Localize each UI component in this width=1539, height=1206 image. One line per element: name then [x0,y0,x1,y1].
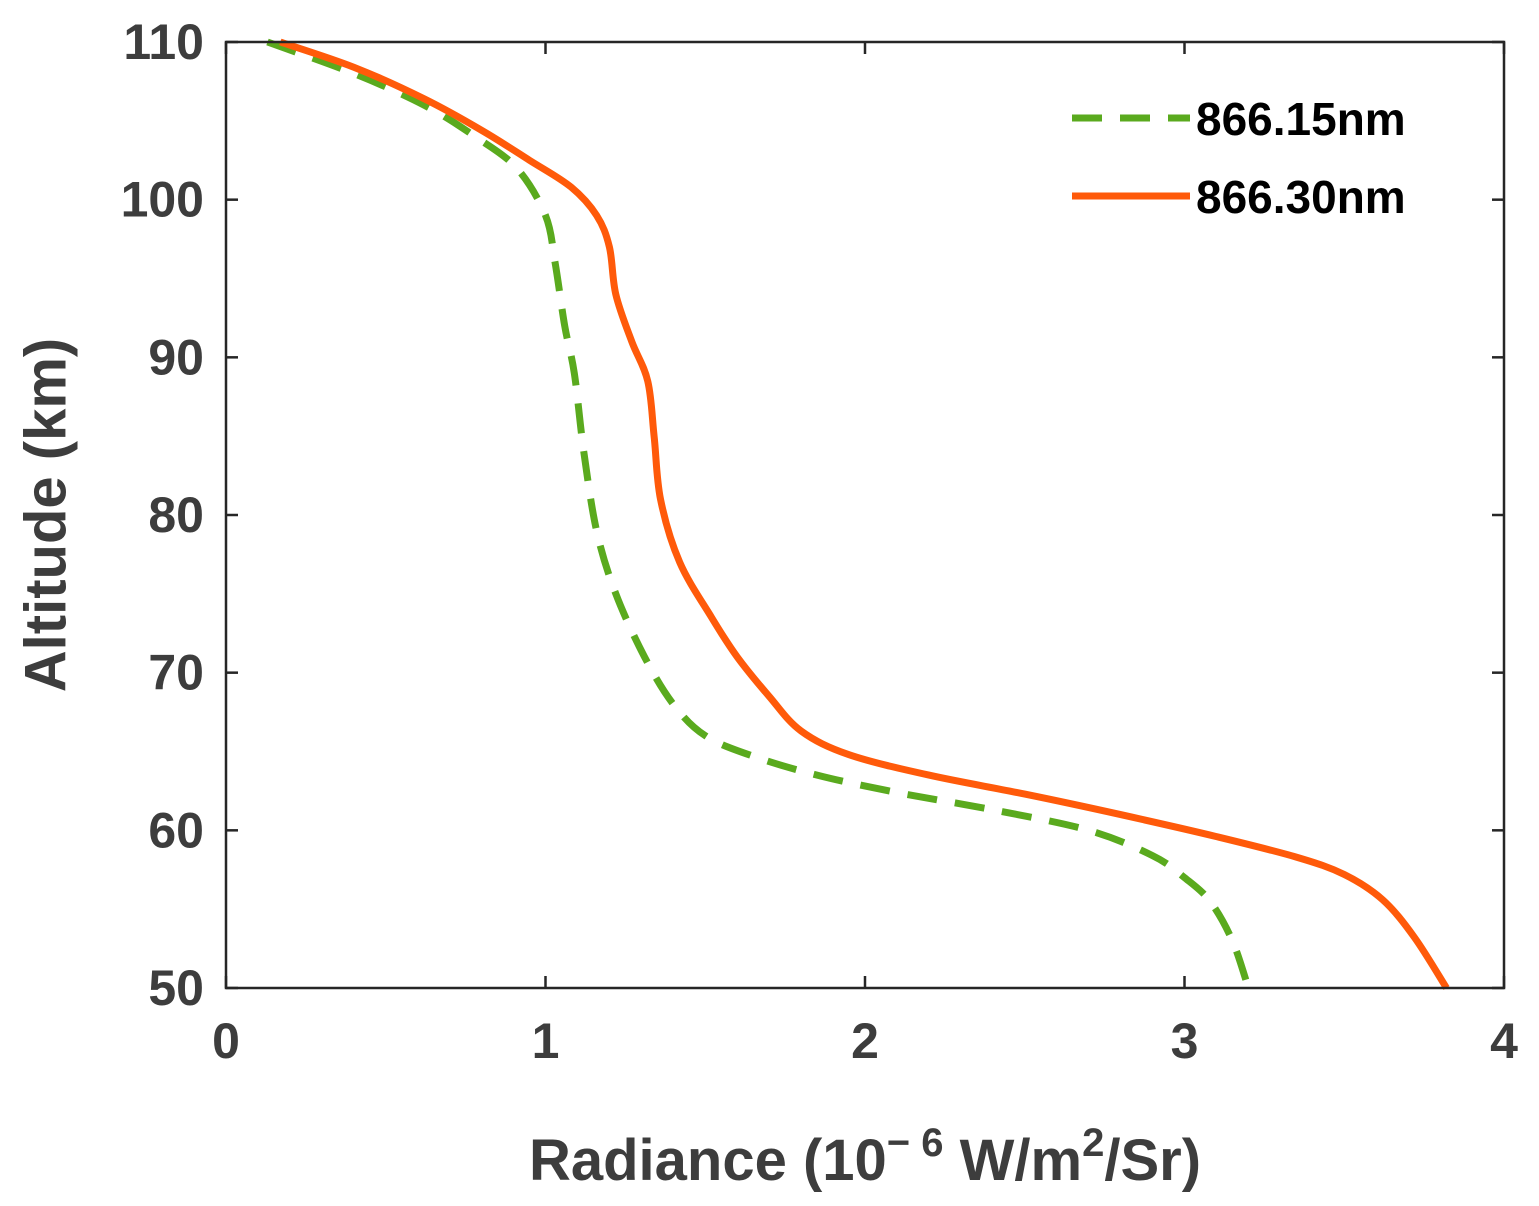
series-line-866-15nm [266,38,1252,990]
plot-frame [224,40,1506,990]
series-line-866-30nm [279,38,1450,990]
y-tick-label: 50 [148,960,204,1016]
x-tick-label: 3 [1171,1013,1199,1069]
x-tick-label: 0 [212,1013,240,1069]
y-axis-ticks: 50 60 70 80 90 100 110 [121,14,1504,1016]
legend-label-866-15: 866.15nm [1196,93,1406,145]
y-tick-label: 80 [148,487,204,543]
x-axis-title: Radiance (10− 6 W/m2/Sr) [529,1121,1201,1193]
y-tick-label: 110 [123,14,204,70]
x-axis-title-unit-end: /Sr) [1104,1128,1201,1193]
x-axis-ticks: 0 1 2 3 4 [212,42,1518,1069]
x-tick-label: 1 [532,1013,560,1069]
x-axis-title-unit-mid: W/m [944,1128,1083,1193]
legend-label-866-30: 866.30nm [1196,171,1406,223]
legend: 866.15nm 866.30nm [1072,93,1406,223]
y-tick-label: 70 [148,645,204,701]
y-tick-label: 90 [148,329,204,385]
x-tick-label: 2 [851,1013,879,1069]
x-axis-title-prefix: Radiance (10 [529,1128,887,1193]
x-axis-title-unit-exp: 2 [1082,1121,1104,1165]
series-layer [266,38,1450,990]
y-tick-label: 100 [121,172,204,228]
x-axis-title-exponent: − 6 [887,1121,944,1165]
y-tick-label: 60 [148,802,204,858]
y-axis-title: Altitude (km) [13,338,78,692]
x-tick-label: 4 [1490,1013,1518,1069]
